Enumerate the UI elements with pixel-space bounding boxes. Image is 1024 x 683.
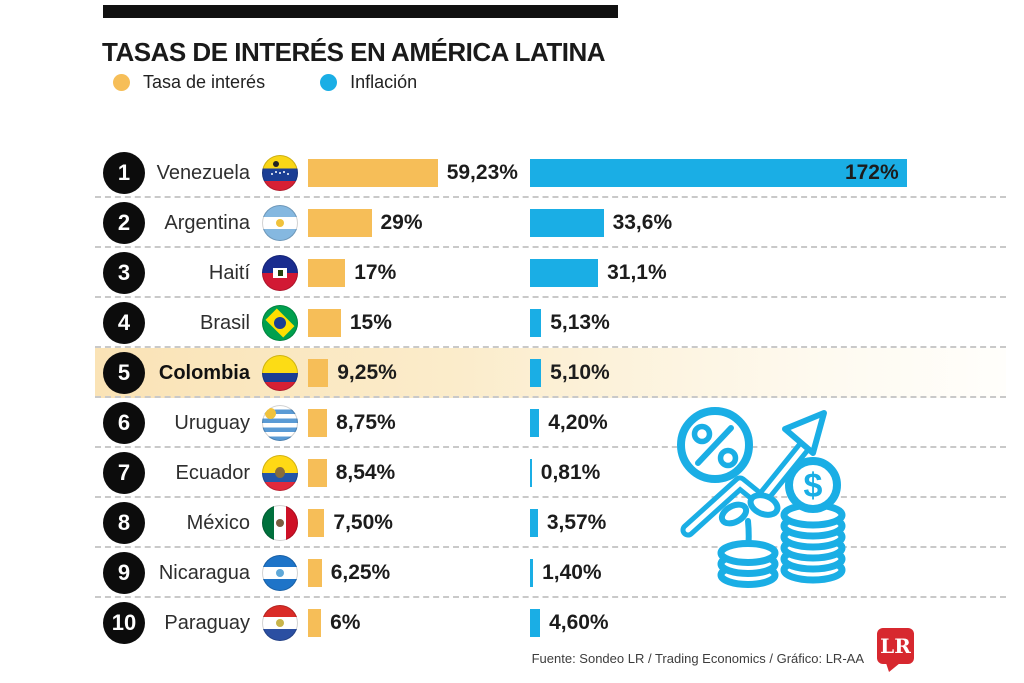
legend-item-interest: Tasa de interés bbox=[113, 72, 265, 93]
table-row: 10 Paraguay 6% 4,60% bbox=[95, 598, 1006, 648]
lr-logo: LR bbox=[877, 628, 914, 672]
table-row: 7 Ecuador 8,54% 0,81% bbox=[95, 448, 1006, 498]
country-label: México bbox=[186, 512, 250, 534]
rank-badge: 1 bbox=[103, 152, 145, 194]
inflation-value: 33,6% bbox=[612, 211, 673, 234]
page-title: TASAS DE INTERÉS EN AMÉRICA LATINA bbox=[102, 37, 606, 68]
flag-icon bbox=[262, 555, 298, 591]
interest-legend-label: Tasa de interés bbox=[143, 72, 266, 92]
interest-bar bbox=[308, 159, 438, 187]
chart-legend: Tasa de interés Inflación bbox=[113, 72, 417, 93]
interest-bar bbox=[308, 359, 329, 387]
interest-value: 59,23% bbox=[446, 161, 518, 184]
interest-bar bbox=[308, 309, 341, 337]
inflation-value: 1,40% bbox=[542, 561, 602, 584]
flag-icon bbox=[262, 155, 298, 191]
rank-badge: 10 bbox=[103, 602, 145, 644]
inflation-bar bbox=[530, 159, 907, 187]
rows: 1 Venezuela 59,23% 172% 2 Argentina 29% … bbox=[95, 148, 1006, 648]
flag-icon bbox=[262, 205, 298, 241]
svg-text:$: $ bbox=[804, 467, 823, 505]
rank-badge: 2 bbox=[103, 202, 145, 244]
inflation-value: 0,81% bbox=[540, 461, 601, 484]
country-label: Haití bbox=[208, 262, 250, 284]
rank-badge: 6 bbox=[103, 402, 145, 444]
country-label: Ecuador bbox=[175, 462, 251, 484]
inflation-bar bbox=[530, 459, 532, 487]
country-label: Uruguay bbox=[174, 412, 250, 434]
rank-badge: 8 bbox=[103, 502, 145, 544]
interest-value: 8,75% bbox=[336, 411, 396, 434]
inflation-bar bbox=[530, 409, 540, 437]
flag-icon bbox=[262, 605, 298, 641]
source-credit: Fuente: Sondeo LR / Trading Economics / … bbox=[531, 651, 864, 666]
inflation-value: 4,60% bbox=[549, 611, 609, 634]
flag-icon bbox=[262, 355, 298, 391]
interest-bar bbox=[308, 459, 327, 487]
rank-badge: 9 bbox=[103, 552, 145, 594]
country-label: Paraguay bbox=[164, 612, 250, 634]
inflation-bar bbox=[530, 509, 538, 537]
interest-value: 6% bbox=[330, 611, 361, 634]
inflation-bar bbox=[530, 559, 534, 587]
lr-logo-text: LR bbox=[880, 634, 911, 658]
interest-legend-dot-icon bbox=[113, 74, 130, 91]
country-label: Venezuela bbox=[156, 162, 250, 184]
interest-bar bbox=[308, 409, 328, 437]
table-row: 1 Venezuela 59,23% 172% bbox=[95, 148, 1006, 198]
country-label: Argentina bbox=[164, 212, 250, 234]
inflation-bar bbox=[530, 309, 542, 337]
rank-badge: 4 bbox=[103, 302, 145, 344]
table-row: 2 Argentina 29% 33,6% bbox=[95, 198, 1006, 248]
inflation-bar bbox=[530, 209, 604, 237]
table-row: 8 México 7,50% 3,57% bbox=[95, 498, 1006, 548]
title-accent-bar bbox=[103, 5, 618, 18]
inflation-bar bbox=[530, 259, 599, 287]
rank-badge: 7 bbox=[103, 452, 145, 494]
interest-value: 15% bbox=[349, 311, 392, 334]
inflation-bar bbox=[530, 359, 542, 387]
growth-percent-coins-icon: $ bbox=[677, 407, 846, 588]
interest-bar bbox=[308, 509, 325, 537]
inflation-value: 5,10% bbox=[550, 361, 610, 384]
interest-bar bbox=[308, 259, 346, 287]
flag-icon bbox=[262, 255, 298, 291]
interest-value: 6,25% bbox=[330, 561, 391, 584]
flag-icon bbox=[262, 455, 298, 491]
inflation-legend-label: Inflación bbox=[350, 72, 418, 92]
table-row: 4 Brasil 15% 5,13% bbox=[95, 298, 1006, 348]
interest-bar bbox=[308, 559, 322, 587]
table-row: 5 Colombia 9,25% 5,10% bbox=[95, 348, 1006, 398]
rank-badge: 3 bbox=[103, 252, 145, 294]
country-label: Colombia bbox=[158, 362, 250, 384]
interest-value: 9,25% bbox=[337, 361, 397, 384]
interest-value: 8,54% bbox=[335, 461, 396, 484]
inflation-bar bbox=[530, 609, 541, 637]
legend-item-inflation: Inflación bbox=[320, 72, 417, 93]
interest-bar bbox=[308, 209, 372, 237]
table-row: 6 Uruguay 8,75% 4,20% bbox=[95, 398, 1006, 448]
rank-badge: 5 bbox=[103, 352, 145, 394]
interest-value: 7,50% bbox=[333, 511, 393, 534]
interest-value: 29% bbox=[380, 211, 423, 234]
flag-icon bbox=[262, 405, 298, 441]
flag-icon bbox=[262, 305, 298, 341]
table-row: 9 Nicaragua 6,25% 1,40% bbox=[95, 548, 1006, 598]
interest-bar bbox=[308, 609, 322, 637]
flag-icon bbox=[262, 505, 298, 541]
inflation-legend-dot-icon bbox=[320, 74, 338, 91]
country-label: Brasil bbox=[199, 312, 250, 334]
inflation-value: 172% bbox=[844, 161, 899, 184]
inflation-value: 4,20% bbox=[548, 411, 608, 434]
interest-value: 17% bbox=[354, 261, 397, 284]
table-row: 3 Haití 17% 31,1% bbox=[95, 248, 1006, 298]
country-label: Nicaragua bbox=[158, 562, 250, 584]
inflation-value: 31,1% bbox=[607, 261, 667, 284]
inflation-value: 3,57% bbox=[546, 511, 607, 534]
inflation-value: 5,13% bbox=[550, 311, 610, 334]
